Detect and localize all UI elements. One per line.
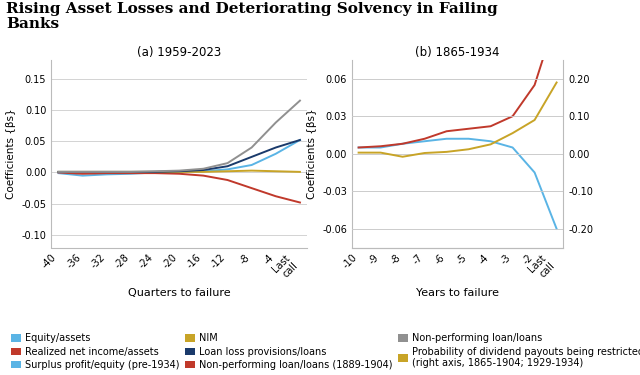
Text: Rising Asset Losses and Deteriorating Solvency in Failing: Rising Asset Losses and Deteriorating So… — [6, 2, 498, 16]
Title: (a) 1959-2023: (a) 1959-2023 — [137, 46, 221, 59]
Y-axis label: Coefficients {βs}: Coefficients {βs} — [6, 108, 16, 199]
Text: Banks: Banks — [6, 17, 60, 31]
X-axis label: Years to failure: Years to failure — [416, 288, 499, 298]
Title: (b) 1865-1934: (b) 1865-1934 — [415, 46, 500, 59]
Y-axis label: Coefficients {βs}: Coefficients {βs} — [307, 108, 317, 199]
X-axis label: Quarters to failure: Quarters to failure — [128, 288, 230, 298]
Legend: Equity/assets, Realized net income/assets, Surplus profit/equity (pre-1934), NIM: Equity/assets, Realized net income/asset… — [12, 333, 640, 370]
